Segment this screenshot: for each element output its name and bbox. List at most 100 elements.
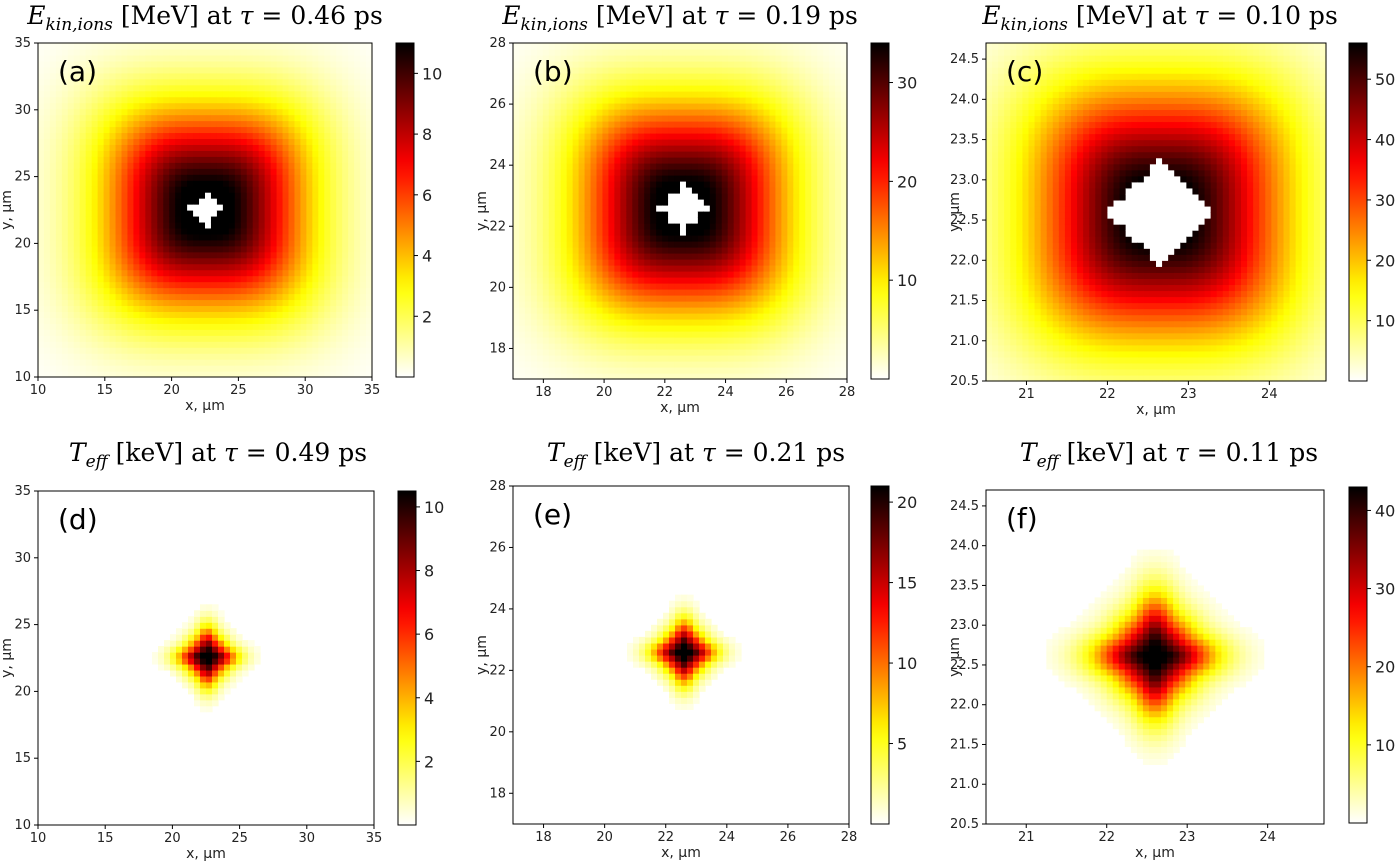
heatmap-cell (85, 174, 93, 181)
heatmap-cell (282, 102, 290, 110)
heatmap-cell (85, 329, 93, 336)
heatmap-cell (91, 162, 99, 169)
heatmap-cell (133, 162, 140, 169)
heatmap-cell (97, 144, 105, 151)
heatmap-cell (216, 299, 224, 307)
heatmap-cell (115, 114, 123, 122)
heatmap-cell (187, 192, 194, 199)
heatmap-cell (49, 198, 57, 205)
heatmap-cell (650, 49, 657, 56)
heatmap-cell (234, 317, 242, 324)
heatmap-cell (181, 263, 188, 271)
heatmap-cell (680, 169, 687, 176)
heatmap-cell (656, 79, 663, 86)
heatmap-cell (43, 108, 51, 116)
heatmap-cell (548, 253, 556, 260)
heatmap-cell (222, 323, 230, 330)
heatmap-cell (270, 174, 278, 181)
heatmap-cell (67, 257, 75, 265)
heatmap-cell (49, 84, 57, 92)
heatmap-cell (644, 91, 651, 98)
heatmap-cell (187, 233, 194, 241)
heatmap-cell (662, 175, 669, 182)
heatmap-cell (638, 373, 645, 380)
heatmap-cell (67, 215, 75, 223)
heatmap-cell (157, 251, 164, 259)
heatmap-cell (348, 138, 355, 145)
heatmap-cell (282, 329, 290, 336)
heatmap-cell (366, 192, 373, 199)
heatmap-cell (264, 257, 272, 265)
heatmap-cell (674, 187, 681, 194)
heatmap-cell (121, 108, 129, 116)
heatmap-cell (288, 347, 296, 354)
heatmap-cell (193, 353, 200, 360)
heatmap-cell (85, 96, 93, 104)
heatmap-cell (210, 168, 218, 175)
heatmap-cell (524, 373, 532, 380)
heatmap-cell (73, 269, 81, 277)
heatmap-cell (294, 43, 302, 50)
heatmap-cell (38, 48, 45, 56)
x-tick-label: 25 (230, 383, 247, 398)
heatmap-cell (685, 151, 693, 158)
heatmap-cell (151, 90, 158, 98)
heatmap-cell (590, 223, 598, 230)
heatmap-cell (169, 72, 176, 80)
heatmap-cell (282, 317, 290, 324)
heatmap-cell (650, 199, 657, 206)
heatmap-cell (276, 90, 284, 98)
heatmap-cell (697, 313, 705, 320)
heatmap-cell (97, 353, 105, 360)
heatmap-cell (360, 293, 367, 301)
heatmap-cell (294, 359, 302, 366)
heatmap-cell (91, 215, 99, 223)
heatmap-cell (61, 341, 69, 348)
heatmap-cell (139, 305, 146, 312)
heatmap-cell (199, 72, 206, 80)
heatmap-cell (216, 108, 224, 116)
heatmap-cell (626, 313, 633, 320)
heatmap-cell (61, 293, 69, 301)
heatmap-cell (348, 114, 355, 122)
heatmap-cell (354, 174, 361, 181)
heatmap-cell (638, 247, 645, 254)
heatmap-cell (626, 193, 633, 200)
heatmap-cell (518, 265, 526, 272)
heatmap-cell (650, 151, 657, 158)
heatmap-cell (199, 341, 206, 348)
heatmap-cell (668, 169, 675, 176)
heatmap-cell (536, 181, 544, 188)
heatmap-cell (572, 235, 580, 242)
heatmap-cell (240, 215, 248, 223)
heatmap-cell (127, 186, 135, 193)
heatmap-cell (199, 227, 206, 235)
heatmap-cell (115, 60, 123, 68)
heatmap-cell (524, 325, 532, 332)
heatmap-cell (252, 60, 260, 68)
heatmap-cell (169, 341, 176, 348)
heatmap-cell (602, 151, 610, 158)
heatmap-cell (602, 193, 610, 200)
heatmap-cell (127, 335, 135, 342)
heatmap-cell (536, 169, 544, 176)
heatmap-cell (324, 251, 331, 259)
heatmap-cell (656, 127, 663, 134)
heatmap-cell (524, 211, 532, 218)
heatmap-cell (193, 150, 200, 157)
heatmap-cell (222, 180, 230, 187)
heatmap-cell (240, 132, 248, 140)
heatmap-cell (584, 109, 592, 116)
heatmap-cell (252, 245, 260, 253)
heatmap-cell (246, 305, 254, 312)
heatmap-cell (638, 169, 645, 176)
heatmap-cell (234, 186, 242, 193)
heatmap-cell (691, 145, 699, 152)
heatmap-cell (342, 84, 349, 92)
heatmap-cell (139, 84, 146, 92)
heatmap-cell (258, 186, 266, 193)
heatmap-cell (61, 180, 69, 187)
heatmap-cell (590, 217, 598, 224)
heatmap-cell (67, 138, 75, 145)
heatmap-cell (560, 121, 568, 128)
